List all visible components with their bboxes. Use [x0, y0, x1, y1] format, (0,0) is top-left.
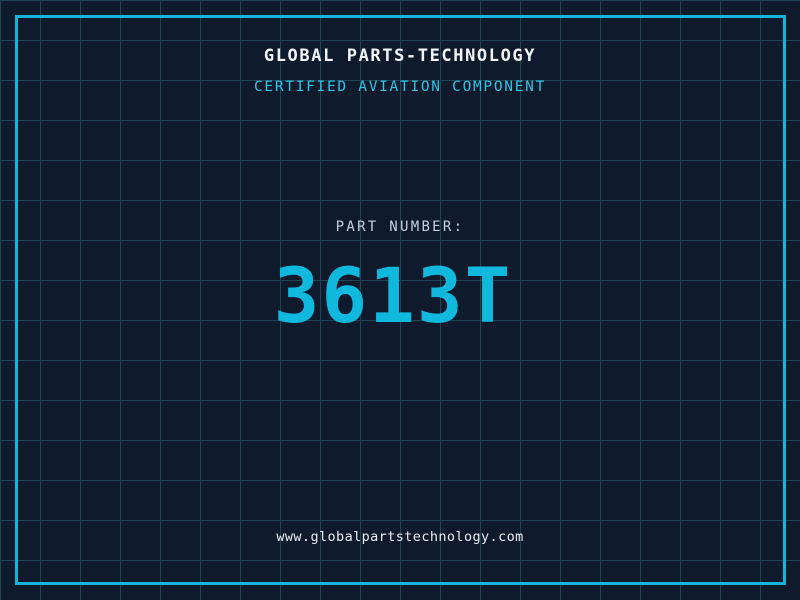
certification-subtitle: CERTIFIED AVIATION COMPONENT [253, 79, 547, 95]
website-url: www.globalpartstechnology.com [276, 529, 524, 545]
company-title: GLOBAL PARTS-TECHNOLOGY [263, 46, 537, 66]
part-number-value: 3613T [273, 251, 513, 340]
part-number-label: PART NUMBER: [335, 219, 465, 235]
